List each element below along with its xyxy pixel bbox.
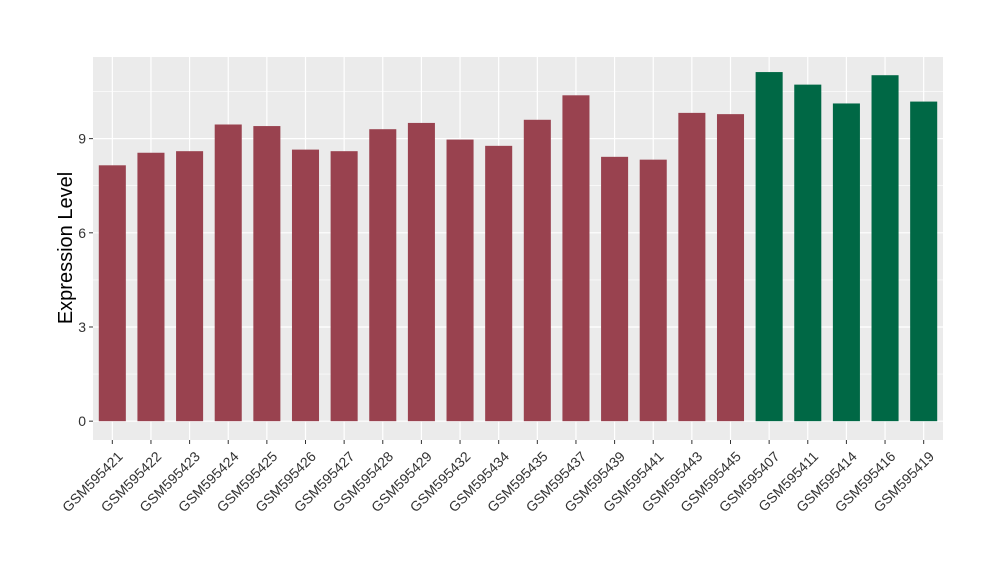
bar-GSM595425 xyxy=(253,126,281,422)
y-tick-label: 9 xyxy=(78,131,86,147)
y-axis: 0 3 6 9 xyxy=(78,131,93,429)
bar-GSM595428 xyxy=(369,129,397,422)
bar-GSM595441 xyxy=(639,159,667,422)
bar-GSM595426 xyxy=(291,149,320,422)
bar-GSM595424 xyxy=(214,124,242,422)
bar-GSM595423 xyxy=(176,151,204,422)
bar-GSM595411 xyxy=(794,84,822,422)
bar-GSM595407 xyxy=(755,72,783,422)
x-axis: GSM595421GSM595422GSM595423GSM595424GSM5… xyxy=(59,440,937,515)
bar-GSM595445 xyxy=(716,114,745,422)
bar-GSM595416 xyxy=(871,75,899,422)
bar-GSM595421 xyxy=(98,165,126,422)
bar-GSM595437 xyxy=(562,95,590,422)
bar-GSM595434 xyxy=(485,145,513,422)
y-tick-label: 6 xyxy=(78,225,86,241)
y-tick-label: 0 xyxy=(78,413,86,429)
bar-GSM595414 xyxy=(832,103,860,422)
y-tick-label: 3 xyxy=(78,319,86,335)
y-axis-title: Expression Level xyxy=(55,172,77,324)
bar-GSM595419 xyxy=(910,101,938,422)
bars xyxy=(98,72,938,422)
bar-GSM595422 xyxy=(137,152,165,422)
bar-GSM595435 xyxy=(523,119,551,422)
bar-GSM595439 xyxy=(601,156,629,422)
bar-GSM595429 xyxy=(407,122,435,422)
bar-GSM595443 xyxy=(678,112,706,422)
bar-GSM595427 xyxy=(330,151,358,422)
bar-GSM595432 xyxy=(446,139,474,422)
